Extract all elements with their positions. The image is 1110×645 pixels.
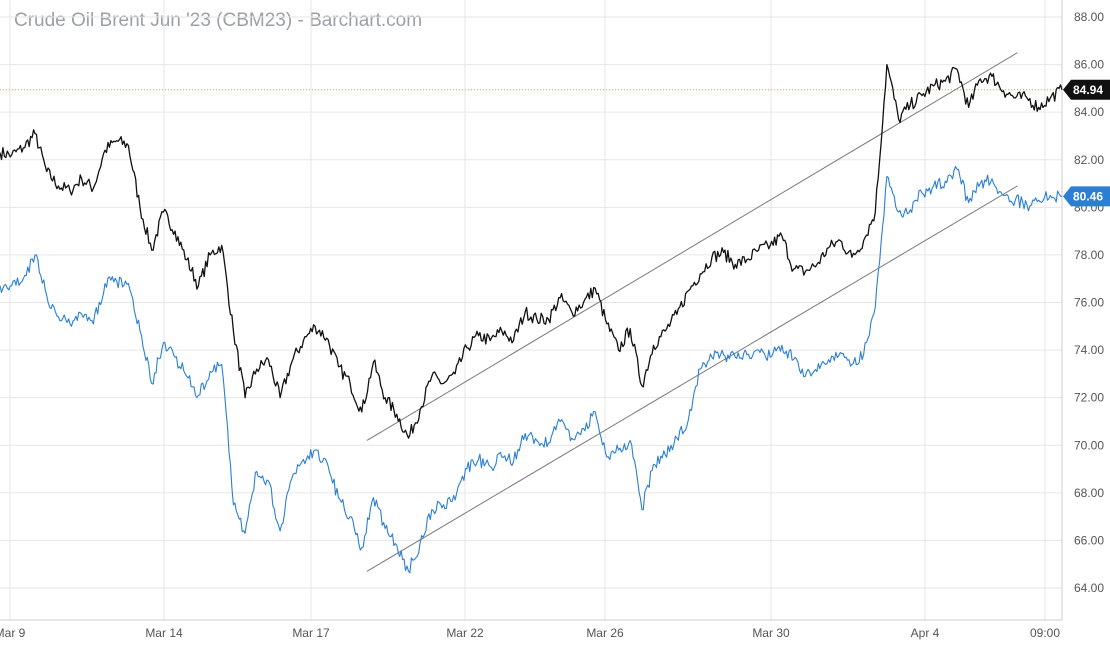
x-tick-label: Mar 26 — [586, 626, 624, 640]
blue-series-line — [0, 165, 1063, 574]
last-price-tag-black: 84.94 — [1063, 79, 1110, 100]
trendlines[interactable] — [366, 52, 1018, 572]
x-tick-label: Mar 14 — [145, 626, 183, 640]
last-price-tags: 84.94 80.46 — [1063, 79, 1110, 207]
x-tick-label: Mar 22 — [446, 626, 484, 640]
chart-title: Crude Oil Brent Jun '23 (CBM23) - Barcha… — [14, 10, 423, 31]
trendline[interactable] — [366, 52, 1018, 441]
y-tick-label: 84.00 — [1074, 105, 1104, 119]
y-tick-label: 86.00 — [1074, 58, 1104, 72]
y-tick-label: 76.00 — [1074, 296, 1104, 310]
y-tick-label: 64.00 — [1074, 581, 1104, 595]
last-price-tag-black-text: 84.94 — [1073, 83, 1103, 97]
x-tick-label: Mar 17 — [292, 626, 330, 640]
grid-lines — [0, 0, 1063, 621]
x-tick-label: Mar 30 — [752, 626, 790, 640]
y-tick-label: 72.00 — [1074, 391, 1104, 405]
x-axis: Mar 9 Mar 14 Mar 17 Mar 22 Mar 26 Mar 30 Apr 4… — [0, 626, 1060, 640]
x-tick-label: Apr 4 — [911, 626, 940, 640]
y-tick-label: 68.00 — [1074, 486, 1104, 500]
y-tick-label: 78.00 — [1074, 248, 1104, 262]
y-tick-label: 74.00 — [1074, 343, 1104, 357]
y-tick-label: 70.00 — [1074, 438, 1104, 452]
x-tick-label: Mar 9 — [0, 626, 26, 640]
x-tick-label: 09:00 — [1030, 626, 1060, 640]
y-tick-label: 66.00 — [1074, 533, 1104, 547]
series-lines — [0, 63, 1063, 574]
black-series-line — [0, 63, 1063, 439]
last-price-tag-blue: 80.46 — [1063, 186, 1110, 207]
y-tick-label: 88.00 — [1074, 10, 1104, 24]
trendline[interactable] — [366, 185, 1018, 572]
last-price-tag-blue-text: 80.46 — [1073, 189, 1103, 203]
y-tick-label: 82.00 — [1074, 153, 1104, 167]
